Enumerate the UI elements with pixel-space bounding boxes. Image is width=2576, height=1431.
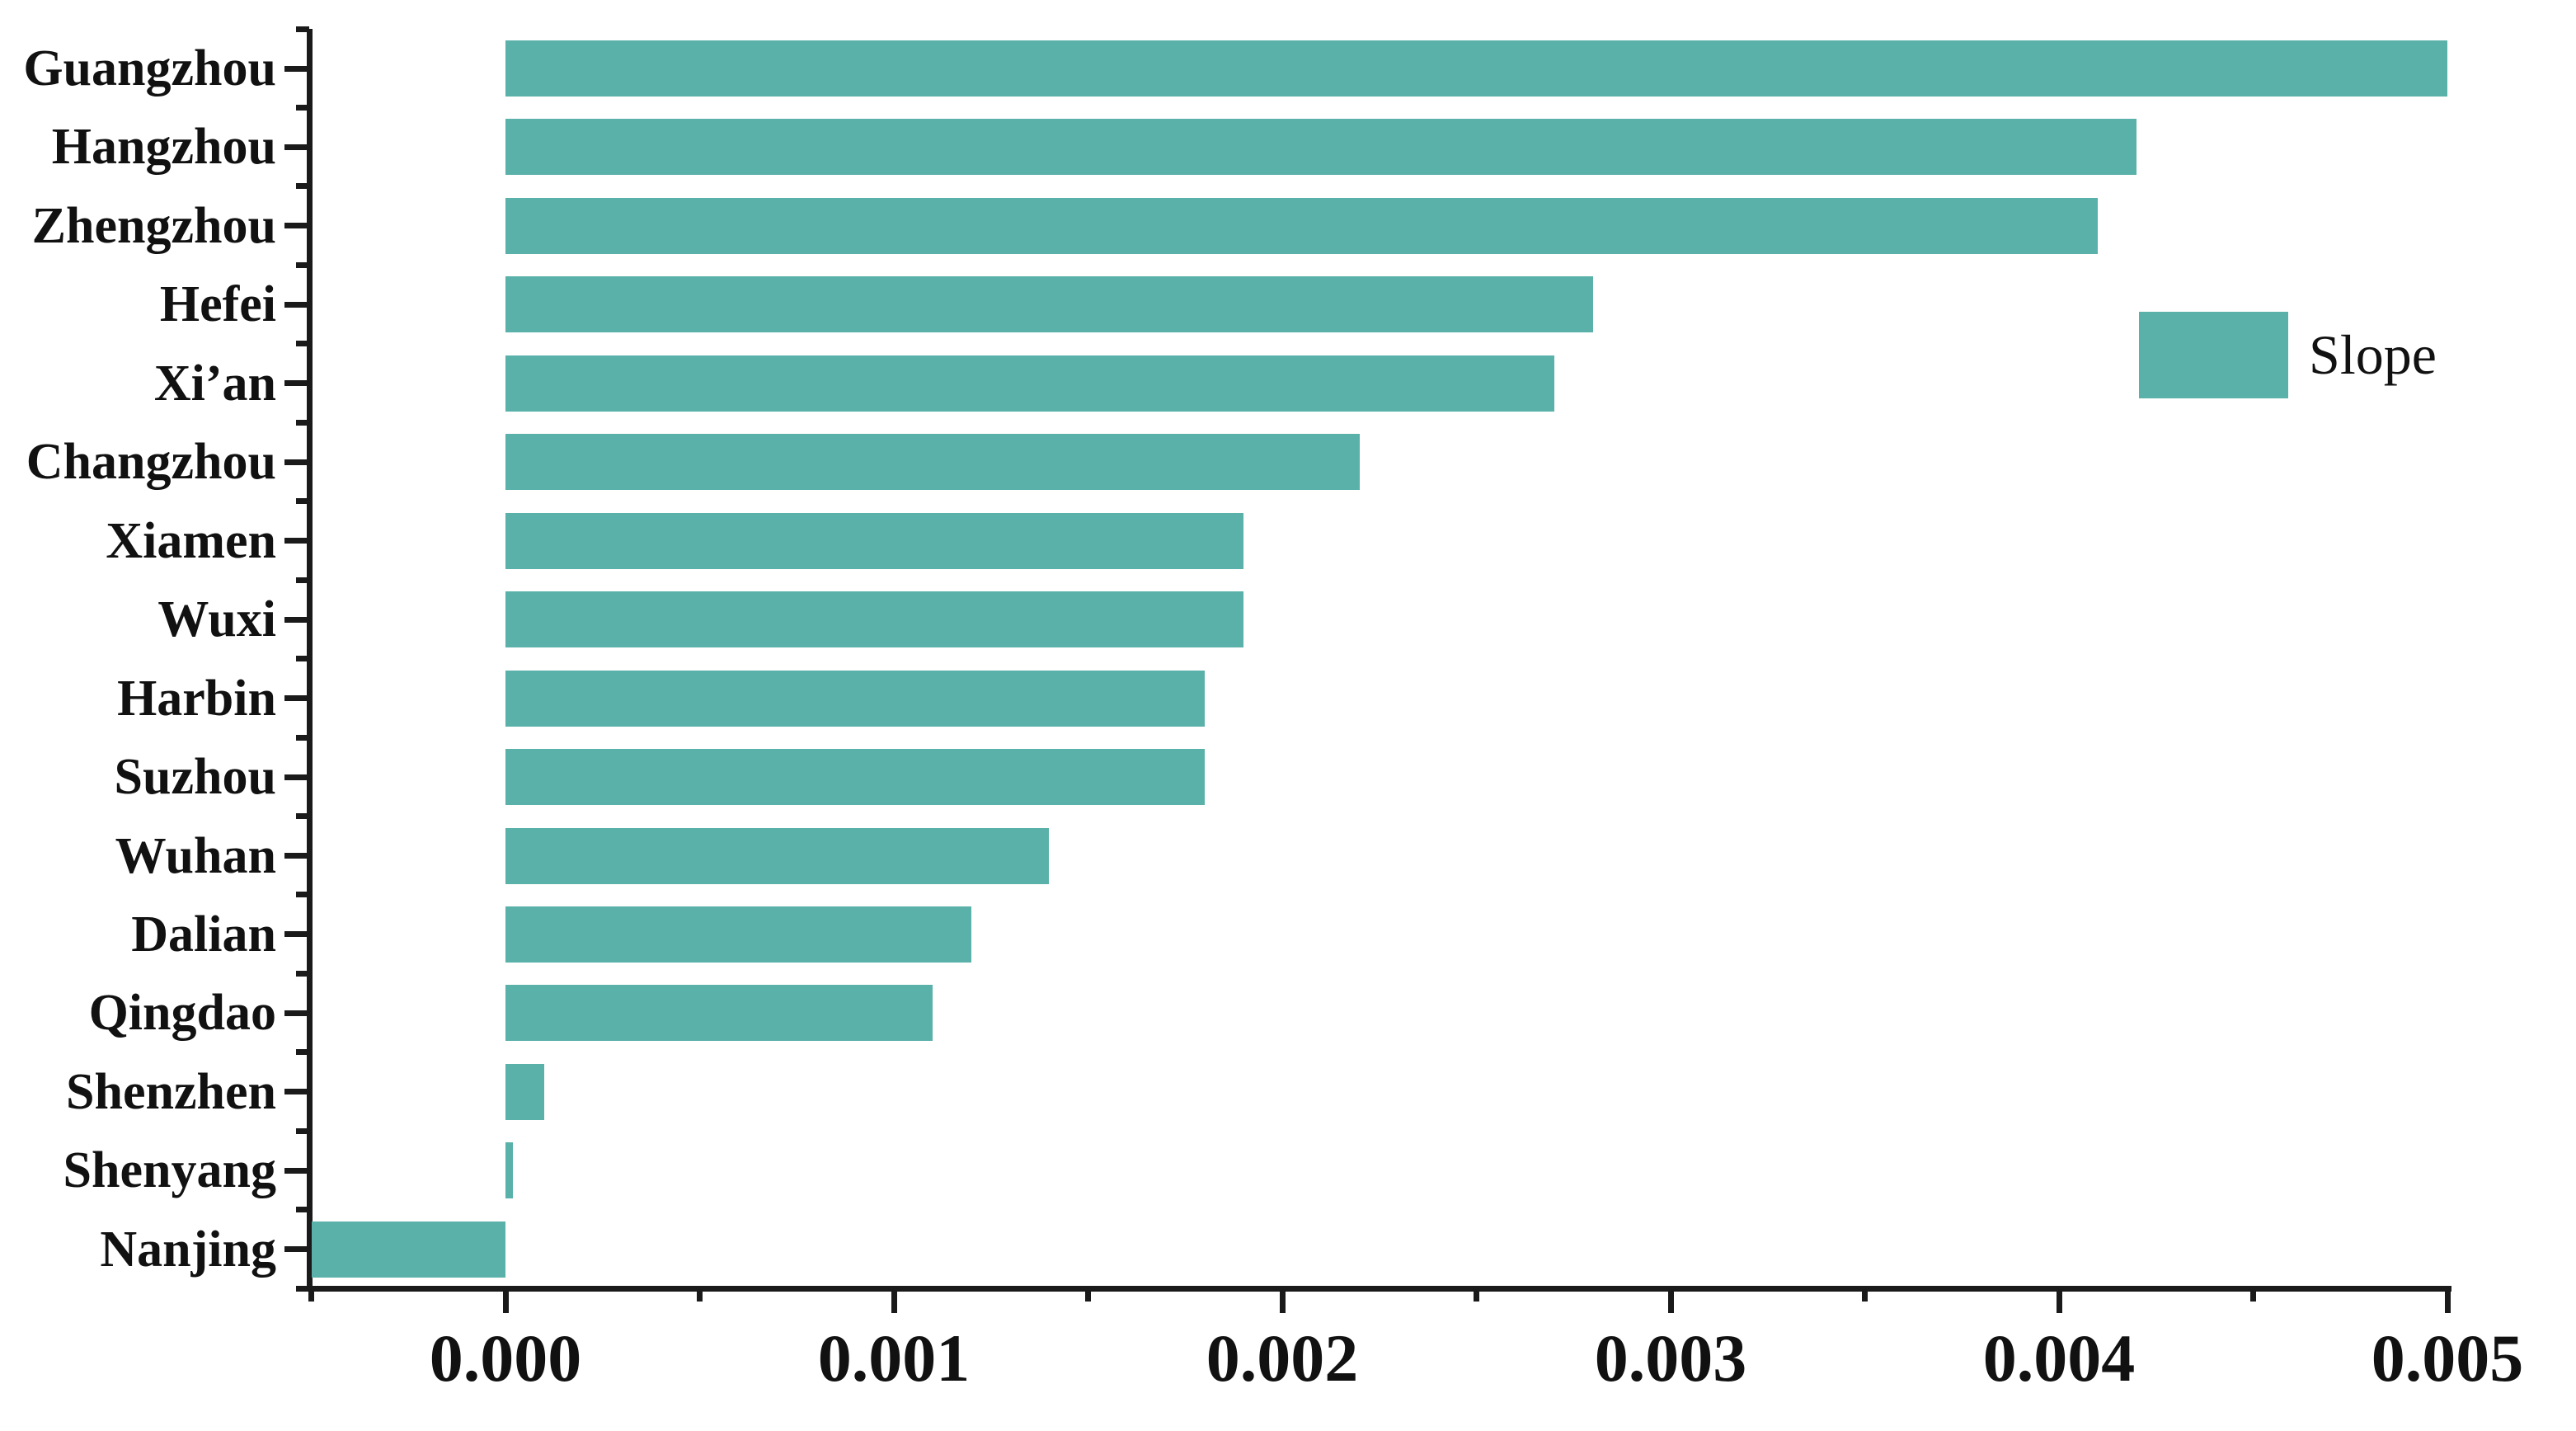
- y-major-tick-wuxi: [284, 616, 309, 623]
- x-tick-label-0-004: 0.004: [1982, 1320, 2136, 1396]
- y-major-tick-shenyang: [284, 1167, 309, 1174]
- y-major-tick-hangzhou: [284, 144, 309, 150]
- y-minor-tick: [296, 970, 309, 977]
- y-tick-label-suzhou: Suzhou: [114, 749, 276, 806]
- y-tick-label-hefei: Hefei: [159, 276, 276, 333]
- x-minor-tick: [2250, 1288, 2256, 1302]
- y-minor-tick: [296, 1049, 309, 1056]
- x-major-tick-0-004: [2056, 1288, 2062, 1313]
- y-major-tick-shenzhen: [284, 1089, 309, 1095]
- y-tick-label-harbin: Harbin: [117, 670, 276, 727]
- y-tick-label-shenzhen: Shenzhen: [66, 1063, 276, 1120]
- y-major-tick-hefei: [284, 301, 309, 308]
- y-major-tick-qingdao: [284, 1010, 309, 1016]
- y-major-tick-guangzhou: [284, 65, 309, 72]
- y-minor-tick: [296, 104, 309, 111]
- y-axis: [307, 29, 313, 1291]
- bar-xi-an: [505, 355, 1554, 412]
- y-minor-tick: [296, 26, 309, 32]
- y-minor-tick: [296, 341, 309, 347]
- y-tick-label-xiamen: Xiamen: [106, 512, 276, 569]
- bar-changzhou: [505, 434, 1361, 491]
- bar-wuxi: [505, 591, 1243, 648]
- legend-label: Slope: [2309, 323, 2437, 386]
- bar-shenyang: [505, 1142, 514, 1199]
- y-major-tick-nanjing: [284, 1246, 309, 1253]
- bar-wuhan: [505, 827, 1050, 884]
- x-major-tick-0-001: [891, 1288, 897, 1313]
- x-tick-label-0-002: 0.002: [1206, 1320, 1359, 1396]
- bar-hefei: [505, 276, 1593, 333]
- y-minor-tick: [296, 734, 309, 741]
- y-tick-label-dalian: Dalian: [131, 906, 276, 963]
- y-minor-tick: [296, 813, 309, 819]
- y-major-tick-xiamen: [284, 538, 309, 544]
- y-minor-tick: [296, 1285, 309, 1292]
- y-minor-tick: [296, 183, 309, 190]
- y-minor-tick: [296, 1207, 309, 1213]
- y-minor-tick: [296, 1127, 309, 1134]
- y-tick-label-hangzhou: Hangzhou: [51, 119, 276, 176]
- bar-nanjing: [311, 1221, 505, 1278]
- bar-dalian: [505, 906, 972, 963]
- y-major-tick-wuhan: [284, 853, 309, 859]
- x-tick-label-0-000: 0.000: [429, 1320, 582, 1396]
- x-minor-tick: [697, 1288, 703, 1302]
- y-minor-tick: [296, 656, 309, 662]
- x-major-tick-0-003: [1667, 1288, 1674, 1313]
- x-minor-tick: [1862, 1288, 1868, 1302]
- x-minor-tick: [1474, 1288, 1479, 1302]
- y-minor-tick: [296, 419, 309, 426]
- y-tick-label-qingdao: Qingdao: [88, 985, 276, 1042]
- y-major-tick-suzhou: [284, 774, 309, 780]
- y-tick-label-xi-an: Xi’an: [153, 355, 276, 412]
- y-minor-tick: [296, 577, 309, 583]
- y-tick-label-guangzhou: Guangzhou: [23, 40, 276, 96]
- x-tick-label-0-005: 0.005: [2371, 1320, 2524, 1396]
- bar-harbin: [505, 670, 1205, 727]
- y-tick-label-changzhou: Changzhou: [26, 434, 276, 491]
- y-tick-label-nanjing: Nanjing: [100, 1221, 276, 1278]
- x-major-tick-0-005: [2444, 1288, 2451, 1313]
- bar-shenzhen: [505, 1063, 545, 1120]
- y-minor-tick: [296, 498, 309, 505]
- x-tick-label-0-001: 0.001: [817, 1320, 971, 1396]
- bar-hangzhou: [505, 119, 2137, 176]
- y-major-tick-dalian: [284, 931, 309, 938]
- y-minor-tick: [296, 892, 309, 898]
- y-major-tick-zhengzhou: [284, 223, 309, 229]
- y-tick-label-wuxi: Wuxi: [157, 591, 276, 648]
- bar-xiamen: [505, 512, 1243, 569]
- x-minor-tick: [1085, 1288, 1091, 1302]
- x-major-tick-0-000: [502, 1288, 509, 1313]
- x-major-tick-0-002: [1279, 1288, 1286, 1313]
- x-tick-label-0-003: 0.003: [1594, 1320, 1747, 1396]
- y-tick-label-wuhan: Wuhan: [115, 827, 276, 884]
- x-axis: [307, 1286, 2451, 1292]
- legend-swatch-slope: [2139, 312, 2288, 398]
- y-major-tick-harbin: [284, 695, 309, 702]
- bar-suzhou: [505, 749, 1205, 806]
- x-minor-tick: [308, 1288, 314, 1302]
- y-tick-label-zhengzhou: Zhengzhou: [31, 197, 276, 254]
- y-tick-label-shenyang: Shenyang: [63, 1142, 276, 1199]
- bar-qingdao: [505, 985, 933, 1042]
- y-minor-tick: [296, 261, 309, 268]
- bar-guangzhou: [505, 40, 2447, 96]
- y-major-tick-changzhou: [284, 459, 309, 465]
- bar-zhengzhou: [505, 197, 2099, 254]
- y-major-tick-xi-an: [284, 380, 309, 387]
